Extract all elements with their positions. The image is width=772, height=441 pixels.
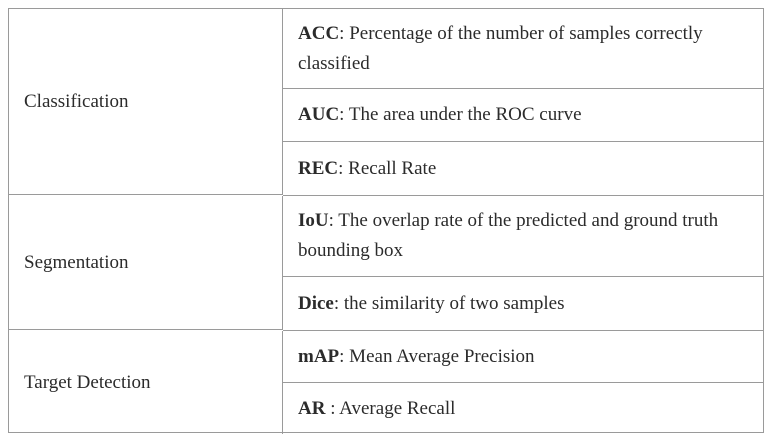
metrics-cell: mAP: Mean Average Precision AR : Average… (283, 331, 763, 434)
category-cell: Classification (9, 9, 283, 195)
metric-row: AR : Average Recall (283, 383, 763, 434)
metric-desc: : the similarity of two samples (333, 292, 565, 314)
metric-row: ACC: Percentage of the number of samples… (283, 9, 763, 89)
metric-desc: : The overlap rate of the predicted and … (298, 210, 719, 261)
category-cell: Segmentation (9, 196, 283, 330)
metric-desc: : The area under the ROC curve (339, 104, 582, 125)
metric-abbr: REC (298, 157, 339, 179)
metric-desc: : Recall Rate (338, 157, 437, 179)
metric-row: REC: Recall Rate (283, 142, 763, 195)
metric-row: AUC: The area under the ROC curve (283, 89, 763, 142)
metrics-cell: ACC: Percentage of the number of samples… (283, 9, 763, 196)
metric-abbr: AUC (298, 104, 340, 125)
category-label: Target Detection (24, 371, 151, 393)
metric-desc: : Percentage of the number of samples co… (298, 22, 703, 74)
metric-abbr: Dice (298, 292, 334, 314)
metric-desc: : Mean Average Precision (339, 345, 535, 367)
metric-abbr: IoU (298, 210, 329, 231)
metric-row: IoU: The overlap rate of the predicted a… (283, 196, 763, 277)
category-cell: Target Detection (9, 331, 283, 434)
metric-abbr: AR (298, 397, 326, 419)
metrics-table: Classification ACC: Percentage of the nu… (8, 8, 764, 434)
metric-row: Dice: the similarity of two samples (283, 277, 763, 330)
metric-abbr: mAP (298, 345, 340, 367)
metric-row: mAP: Mean Average Precision (283, 331, 763, 383)
metric-abbr: ACC (298, 22, 340, 44)
category-label: Classification (24, 90, 129, 112)
category-label: Segmentation (24, 251, 129, 273)
metric-desc: : Average Recall (325, 397, 456, 419)
metrics-cell: IoU: The overlap rate of the predicted a… (283, 196, 763, 331)
